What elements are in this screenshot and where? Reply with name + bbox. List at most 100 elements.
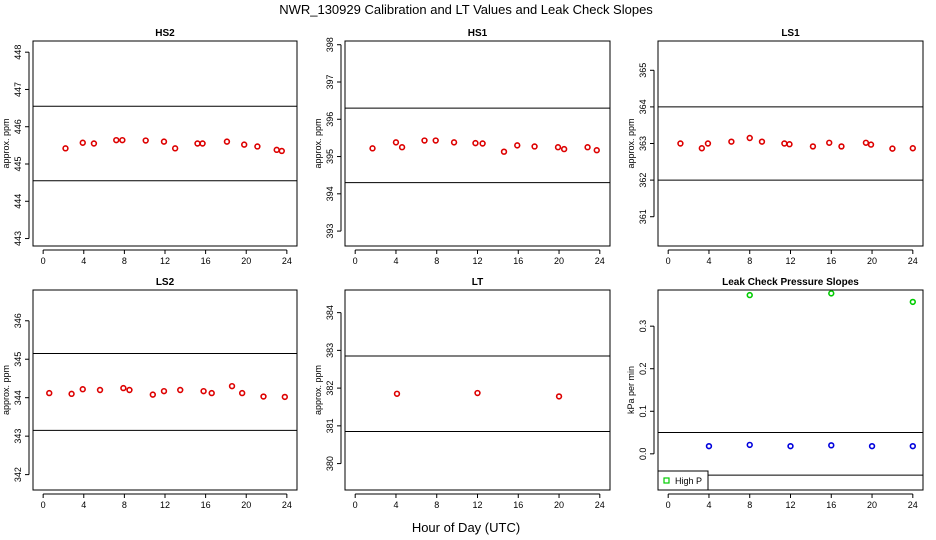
data-point xyxy=(79,139,86,146)
data-point xyxy=(698,145,706,152)
y-tick-label: 396 xyxy=(325,112,335,127)
panel-title: LS2 xyxy=(156,277,175,288)
panel-4: LS2 0 4 8 12 16 20 24 342 343 344 345 346 approx. ppm xyxy=(1,277,298,510)
y-axis-label: kPa per min xyxy=(626,366,636,414)
data-point xyxy=(514,142,521,149)
series-1 xyxy=(369,137,600,155)
y-tick-label: 397 xyxy=(325,74,335,89)
y-tick-label: 0.2 xyxy=(638,362,648,375)
panel-title: HS2 xyxy=(155,28,175,39)
x-axis: 0 4 8 12 16 20 24 xyxy=(666,493,918,510)
data-point xyxy=(369,145,376,152)
data-point xyxy=(677,140,684,147)
y-tick-label: 393 xyxy=(325,224,335,239)
data-point xyxy=(909,442,917,450)
data-point xyxy=(96,386,104,394)
data-point xyxy=(126,386,133,394)
x-tick-label: 0 xyxy=(666,256,671,266)
plot-frame xyxy=(657,40,924,247)
data-point xyxy=(273,146,280,154)
panel-1: HS2 0 4 8 12 16 20 24 443 444 445 446 447 448 approx. … xyxy=(1,28,298,266)
x-tick-label: 0 xyxy=(666,500,671,510)
y-tick-label: 342 xyxy=(13,467,23,482)
data-point xyxy=(909,145,917,152)
y-tick-label: 345 xyxy=(13,352,23,367)
y-tick-label: 365 xyxy=(638,63,648,78)
series-1 xyxy=(62,136,285,155)
y-axis: 443 444 445 446 447 448 xyxy=(13,45,30,246)
data-point xyxy=(160,138,168,145)
x-tick-label: 8 xyxy=(434,256,439,266)
legend-label: High P xyxy=(675,476,702,486)
x-tick-label: 16 xyxy=(201,256,211,266)
y-tick-label: 395 xyxy=(325,149,335,164)
data-point xyxy=(260,393,267,400)
x-tick-label: 16 xyxy=(201,500,211,510)
y-tick-label: 380 xyxy=(325,456,335,471)
data-point xyxy=(171,145,179,152)
x-tick-label: 20 xyxy=(241,500,251,510)
data-point xyxy=(472,139,479,147)
series-1 xyxy=(746,290,917,306)
y-tick-label: 448 xyxy=(13,45,23,60)
y-tick-label: 446 xyxy=(13,119,23,134)
x-tick-label: 24 xyxy=(282,256,292,266)
y-tick-label: 383 xyxy=(325,343,335,358)
series-1 xyxy=(677,134,917,152)
panel-3: LS1 0 4 8 12 16 20 24 361 362 363 364 365 approx. ppm xyxy=(626,28,924,266)
data-point xyxy=(746,441,753,449)
legend-box xyxy=(657,470,709,491)
data-point xyxy=(868,442,876,450)
y-axis-label: approx. ppm xyxy=(313,118,323,168)
data-point xyxy=(208,389,215,397)
y-tick-label: 444 xyxy=(13,194,23,209)
x-tick-label: 12 xyxy=(785,500,795,510)
x-tick-label: 4 xyxy=(393,500,398,510)
x-tick-label: 16 xyxy=(513,500,523,510)
data-point xyxy=(79,386,86,393)
data-point xyxy=(120,384,127,392)
data-point xyxy=(62,145,69,152)
y-tick-label: 361 xyxy=(638,209,648,224)
figure-xlabel: Hour of Day (UTC) xyxy=(412,520,520,535)
y-axis-label: approx. ppm xyxy=(1,118,11,168)
data-point xyxy=(862,139,870,146)
y-tick-label: 398 xyxy=(325,37,335,52)
data-point xyxy=(142,137,149,144)
x-tick-label: 8 xyxy=(122,500,127,510)
y-tick-label: 394 xyxy=(325,186,335,201)
data-point xyxy=(393,390,401,397)
y-tick-label: 447 xyxy=(13,82,23,97)
data-point xyxy=(421,137,428,144)
data-point xyxy=(450,139,458,146)
y-tick-label: 363 xyxy=(638,136,648,151)
x-tick-label: 8 xyxy=(747,256,752,266)
data-point xyxy=(531,143,538,150)
y-tick-label: 344 xyxy=(13,390,23,405)
data-point xyxy=(828,290,835,297)
x-tick-label: 16 xyxy=(826,256,836,266)
x-tick-label: 4 xyxy=(81,500,86,510)
data-point xyxy=(781,140,788,147)
data-point xyxy=(554,144,562,151)
data-point xyxy=(479,140,486,147)
x-tick-label: 12 xyxy=(160,256,170,266)
plot-frame xyxy=(32,40,298,247)
x-tick-label: 8 xyxy=(434,500,439,510)
data-point xyxy=(46,389,53,397)
y-tick-label: 0.1 xyxy=(638,405,648,418)
data-point xyxy=(786,141,793,148)
data-point xyxy=(432,137,439,144)
x-tick-label: 20 xyxy=(554,256,564,266)
x-tick-label: 24 xyxy=(595,256,605,266)
series-1 xyxy=(393,389,563,400)
plot-frame xyxy=(344,40,611,247)
data-point xyxy=(500,148,508,155)
panel-title: Leak Check Pressure Slopes xyxy=(722,277,859,288)
x-tick-label: 0 xyxy=(353,500,358,510)
y-tick-label: 443 xyxy=(13,231,23,246)
y-tick-label: 0.0 xyxy=(638,448,648,461)
data-point xyxy=(867,141,875,148)
x-tick-label: 4 xyxy=(706,256,711,266)
